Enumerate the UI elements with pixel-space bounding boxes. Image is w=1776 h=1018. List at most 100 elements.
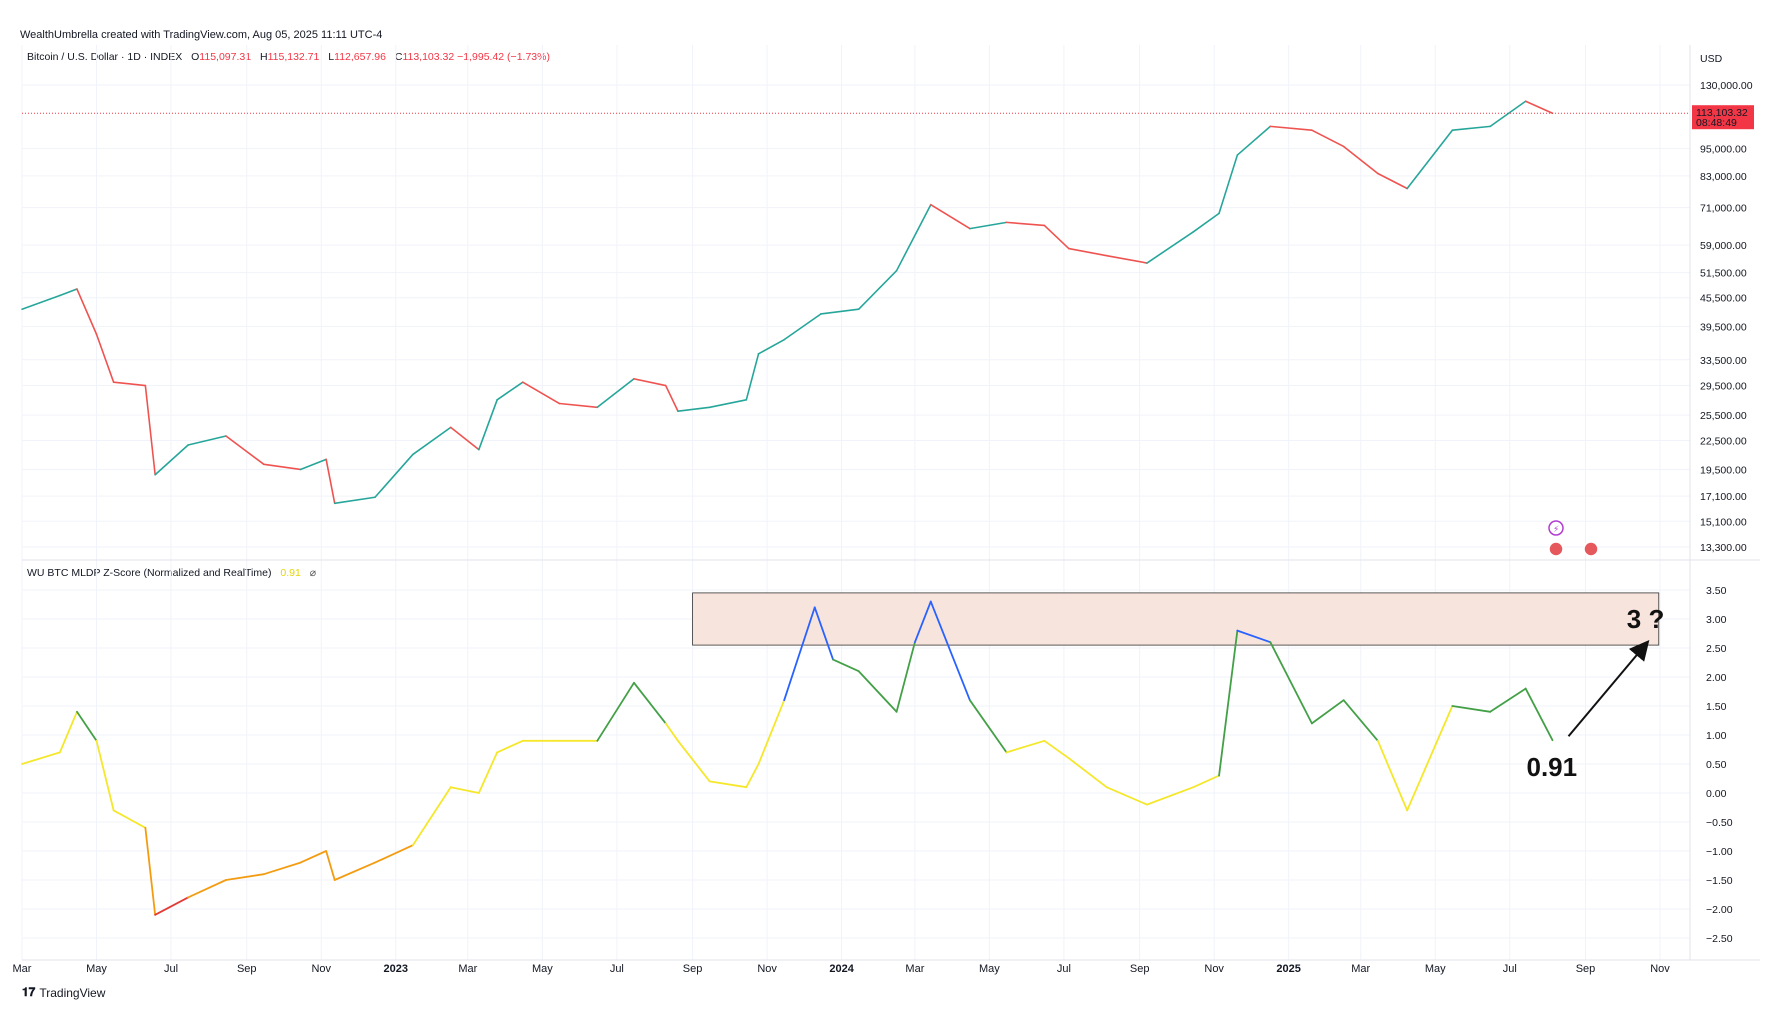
zscore-segment <box>1342 699 1379 742</box>
price-tick-label: 130,000.00 <box>1700 80 1753 92</box>
last-price-badge: 113,103.32 08:48:49 <box>1692 105 1754 130</box>
us-flag-icon[interactable] <box>1548 541 1564 557</box>
zscore-segment <box>1376 739 1409 812</box>
price-tick-label: 17,100.00 <box>1700 491 1747 503</box>
currency-label[interactable]: USD <box>1700 53 1723 65</box>
time-tick-label: Jul <box>1057 963 1071 975</box>
zscore-tick-label: 1.50 <box>1706 701 1727 713</box>
time-tick-label: Jul <box>164 963 178 975</box>
price-segment <box>1192 212 1220 233</box>
price-segment <box>783 313 822 341</box>
price-segment <box>263 463 302 471</box>
zscore-segment <box>677 739 711 783</box>
zscore-segment <box>1105 786 1148 806</box>
low-value: 112,657.96 <box>334 51 386 63</box>
price-tick-label: 59,000.00 <box>1700 240 1747 252</box>
tradingview-logo-icon: 𝟏𝟕 <box>22 985 36 999</box>
zscore-segment <box>895 641 916 713</box>
price-segment <box>596 378 635 409</box>
change-value: −1,995.42 (−1.73%) <box>457 51 550 63</box>
price-tick-label: 95,000.00 <box>1700 144 1747 156</box>
price-segment <box>558 402 599 409</box>
zscore-tick-label: 3.50 <box>1706 585 1727 597</box>
price-segment <box>1524 100 1554 115</box>
zscore-segment <box>929 600 971 702</box>
brand-label: TradingView <box>39 985 106 1000</box>
symbol-label[interactable]: Bitcoin / U.S. Dollar · 1D · INDEX <box>27 51 183 63</box>
price-segment <box>76 288 98 336</box>
price-segment <box>299 458 327 471</box>
zscore-tick-label: −0.50 <box>1706 817 1733 829</box>
zscore-segment <box>757 699 786 765</box>
time-tick-label: 2024 <box>829 963 854 975</box>
time-axis[interactable]: Mar May Jul Sep Nov 2023 Mar May Jul Sep Nov 2024 Ma… <box>13 963 1671 975</box>
zscore-segment <box>477 751 499 794</box>
zscore-segment <box>411 786 452 847</box>
zscore-tick-label: −1.50 <box>1706 875 1733 887</box>
high-value: 115,132.71 <box>267 51 320 63</box>
open-label: O <box>191 51 200 63</box>
price-segment <box>187 435 227 446</box>
event-icons[interactable]: ⚡ <box>1548 520 1599 557</box>
zscore-segment <box>496 739 524 754</box>
price-segment <box>154 444 189 476</box>
price-segment <box>95 333 115 383</box>
time-tick-label: Nov <box>311 963 331 975</box>
bar-countdown: 08:48:49 <box>1696 117 1737 129</box>
zscore-tick-label: −2.50 <box>1706 933 1733 945</box>
zscore-segment <box>144 826 157 916</box>
zscore-segment <box>1310 699 1345 725</box>
zscore-segment <box>1269 641 1313 725</box>
lightning-icon[interactable] <box>1548 520 1564 536</box>
price-segment <box>522 381 561 405</box>
price-segment <box>757 338 786 355</box>
zscore-axis[interactable]: 3.50 3.00 2.50 2.00 1.50 1.00 0.50 0.00 −0.50 −1.… <box>1706 585 1733 945</box>
zscore-segment <box>596 681 635 742</box>
price-segment <box>664 384 679 412</box>
price-segment <box>1342 145 1379 175</box>
zscore-series <box>21 600 1554 916</box>
zscore-segment <box>449 786 480 794</box>
last-price-badge-bg <box>1692 105 1754 130</box>
price-segment <box>895 203 932 272</box>
tradingview-brand[interactable]: 𝟏𝟕 TradingView <box>22 985 105 1000</box>
indicator-symbol: ⌀ <box>309 567 317 579</box>
price-segment <box>1269 125 1313 132</box>
price-segment <box>1218 154 1239 215</box>
price-segment <box>857 269 898 311</box>
price-segment <box>412 426 452 456</box>
annotation-arrow <box>1567 640 1650 737</box>
zscore-segment <box>1067 757 1108 789</box>
time-tick-label: Mar <box>458 963 477 975</box>
price-segment <box>478 398 498 451</box>
zscore-segment <box>225 873 265 881</box>
price-tick-label: 13,300.00 <box>1700 542 1747 554</box>
price-axis[interactable]: 130,000.00 95,000.00 83,000.00 71,000.00 59,… <box>1700 80 1753 554</box>
price-tick-label: 15,100.00 <box>1700 516 1747 528</box>
price-segment <box>1068 247 1108 257</box>
price-segment <box>969 221 1008 230</box>
price-tick-label: 29,500.00 <box>1700 381 1747 393</box>
zscore-tick-label: 0.50 <box>1706 759 1727 771</box>
zscore-segment <box>1489 687 1527 713</box>
price-segment <box>333 496 376 505</box>
indicator-value: 0.91 <box>280 567 301 579</box>
high-label: H <box>260 51 268 63</box>
zscore-tick-label: −2.00 <box>1706 904 1733 916</box>
zscore-segment <box>664 722 679 742</box>
time-tick-label: May <box>979 963 1000 975</box>
time-tick-label: Nov <box>1650 963 1670 975</box>
zscore-segment <box>1218 629 1239 777</box>
price-segment <box>496 381 524 401</box>
zscore-segment <box>299 850 328 864</box>
zscore-segment <box>745 763 760 789</box>
zscore-segment <box>187 879 227 899</box>
price-segment <box>144 384 156 476</box>
indicator-name[interactable]: WU BTC MLDP Z-Score (Normalized and Real… <box>27 567 272 579</box>
time-tick-label: 2023 <box>384 963 408 975</box>
last-price-value: 113,103.32 <box>1696 107 1748 119</box>
price-tick-label: 39,500.00 <box>1700 321 1747 333</box>
zscore-segment <box>783 606 816 702</box>
us-flag-icon-2[interactable] <box>1583 541 1599 557</box>
